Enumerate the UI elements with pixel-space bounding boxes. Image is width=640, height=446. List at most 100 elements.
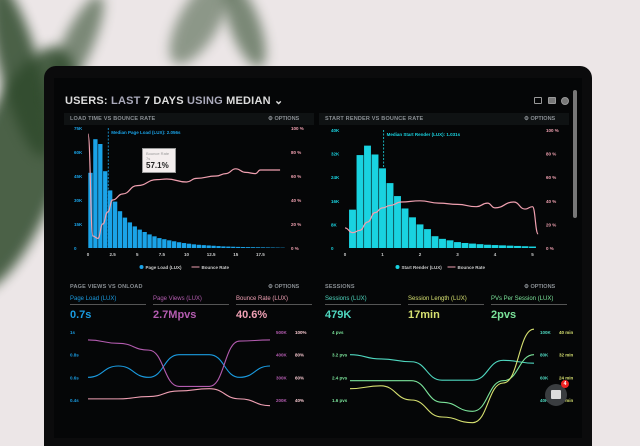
legend-label: Bounce Rate	[202, 265, 230, 270]
chat-icon	[551, 390, 561, 399]
charts-canvas: 0 15K 30K 45K 60K 75K 0 % 20 % 40 % 60 % 80 % 100 %…	[54, 78, 582, 438]
histogram-bar	[484, 245, 491, 248]
histogram-bar	[133, 226, 137, 248]
histogram-bar	[231, 247, 235, 248]
y-tick-label: 4 pvs	[332, 330, 344, 335]
y-tick-label: 45K	[74, 174, 83, 179]
y2-tick-label: 300K	[276, 375, 288, 380]
histogram-bar	[128, 222, 132, 248]
x-tick-label: 4	[494, 252, 497, 257]
histogram-bar	[251, 247, 255, 248]
histogram-bar	[172, 241, 176, 248]
x-tick-label: 7.5	[159, 252, 166, 257]
x-tick-label: 3	[456, 252, 459, 257]
histogram-bar	[432, 236, 439, 248]
histogram-bar	[113, 202, 117, 248]
y-tick-label: 24K	[331, 175, 340, 180]
median-label: Median Start Render (LUX): 1.031s	[387, 132, 461, 137]
y3-tick-label: 40%	[295, 398, 304, 403]
series-line	[350, 355, 534, 381]
y-tick-label: 2.4 pvs	[332, 375, 348, 380]
y2-tick-label: 20 %	[546, 222, 556, 227]
histogram-bar	[123, 218, 127, 248]
x-tick-label: 2.5	[109, 252, 116, 257]
histogram-bar	[266, 247, 270, 248]
y2-tick-label: 60 %	[546, 175, 556, 180]
histogram-bar	[142, 232, 146, 248]
histogram-bar	[236, 247, 240, 248]
histogram-bar	[147, 234, 151, 248]
y2-tick-label: 80 %	[291, 150, 301, 155]
y-tick-label: 0.4s	[70, 398, 79, 403]
y3-tick-label: 60%	[295, 375, 304, 380]
histogram-bar	[182, 243, 186, 248]
histogram-bar	[507, 246, 514, 248]
series-line	[88, 389, 270, 406]
median-label: Median Page Load (LUX): 2.056s	[111, 130, 181, 135]
histogram-bar	[192, 244, 196, 248]
histogram-bar	[157, 238, 161, 248]
histogram-bar	[469, 244, 476, 248]
legend-label: Start Render (LUX)	[402, 265, 443, 270]
histogram-bar	[462, 243, 469, 248]
y-tick-label: 0	[74, 246, 77, 251]
y-tick-label: 1.6 pvs	[332, 398, 348, 403]
y2-tick-label: 60K	[540, 375, 549, 380]
histogram-bar	[357, 155, 364, 248]
histogram-bar	[499, 245, 506, 248]
y-tick-label: 30K	[74, 198, 83, 203]
histogram-bar	[529, 247, 536, 248]
y-tick-label: 60K	[74, 150, 83, 155]
legend-marker	[396, 265, 400, 269]
histogram-bar	[424, 229, 431, 248]
y3-tick-label: 32 min	[559, 353, 574, 358]
y2-tick-label: 200K	[276, 398, 288, 403]
x-tick-label: 17.5	[256, 252, 265, 257]
histogram-bar	[447, 240, 454, 248]
series-line	[88, 355, 270, 378]
histogram-bar	[454, 242, 461, 248]
histogram-bar	[167, 240, 171, 248]
histogram-bar	[207, 245, 211, 248]
histogram-bar	[246, 247, 250, 248]
x-tick-label: 10	[184, 252, 190, 257]
chat-button[interactable]: 4	[545, 384, 567, 406]
dashboard-screen: USERS: LAST 7 DAYS USING MEDIAN ⌄ LOAD T…	[54, 78, 582, 438]
y2-tick-label: 100K	[540, 330, 552, 335]
y2-tick-label: 500K	[276, 330, 288, 335]
y-tick-label: 15K	[74, 222, 83, 227]
histogram-bar	[439, 239, 446, 248]
histogram-bar	[364, 146, 371, 248]
histogram-bar	[241, 247, 245, 248]
y2-tick-label: 100 %	[546, 128, 559, 133]
y-tick-label: 75K	[74, 126, 83, 131]
y-tick-label: 0.6s	[70, 375, 79, 380]
y-tick-label: 1s	[70, 330, 76, 335]
y3-tick-label: 100%	[295, 330, 307, 335]
histogram-bar	[477, 244, 484, 248]
histogram-bar	[402, 208, 409, 248]
y3-tick-label: 40 min	[559, 330, 574, 335]
histogram-bar	[221, 246, 225, 248]
histogram-bar	[514, 246, 521, 248]
y-tick-label: 8K	[331, 222, 338, 227]
histogram-bar	[492, 245, 499, 248]
y2-tick-label: 0 %	[291, 246, 299, 251]
notification-badge: 4	[561, 380, 569, 388]
x-tick-label: 15	[233, 252, 239, 257]
x-tick-label: 12.5	[207, 252, 216, 257]
histogram-bar	[162, 239, 166, 248]
histogram-bar	[417, 224, 424, 248]
histogram-bar	[387, 183, 394, 248]
y2-tick-label: 40 %	[291, 198, 301, 203]
histogram-bar	[103, 171, 107, 248]
histogram-bar	[372, 154, 379, 248]
y2-tick-label: 40 %	[546, 199, 556, 204]
y2-tick-label: 20 %	[291, 222, 301, 227]
y-tick-label: 0.8s	[70, 353, 79, 358]
histogram-bar	[118, 211, 122, 248]
y3-tick-label: 80%	[295, 353, 304, 358]
y-tick-label: 3.2 pvs	[332, 353, 348, 358]
y2-tick-label: 400K	[276, 353, 288, 358]
y-tick-label: 40K	[331, 128, 340, 133]
